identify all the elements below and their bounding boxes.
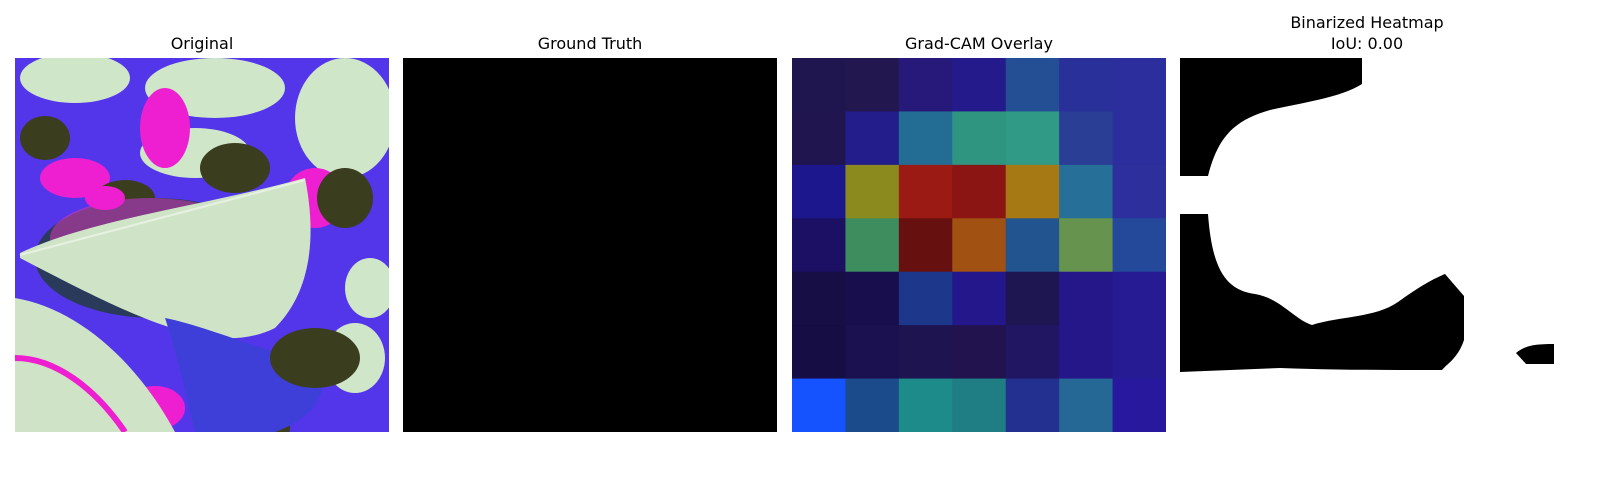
heatmap-cell [952, 218, 1007, 273]
heatmap-cell [1059, 218, 1114, 273]
heatmap-cell [845, 271, 900, 326]
heatmap-cell [1059, 111, 1114, 166]
heatmap-cell [845, 378, 900, 432]
heatmap-cell [952, 111, 1007, 166]
heatmap-cell [1059, 378, 1114, 432]
heatmap-cell [952, 378, 1007, 432]
panel-title-binarized: Binarized Heatmap [1290, 13, 1444, 32]
heatmap-cell [1112, 271, 1166, 326]
heatmap-cell [898, 271, 953, 326]
heatmap-cell [898, 218, 953, 273]
panel-original: Original [15, 0, 389, 500]
panel-ground-truth: Ground Truth [403, 0, 777, 500]
panel-subtitle-iou: IoU: 0.00 [1330, 34, 1404, 53]
heatmap-cell [1005, 58, 1060, 113]
heatmap-cell [952, 58, 1007, 113]
ground-truth-mask [403, 58, 777, 432]
heatmap-cell [792, 218, 847, 273]
panel-title-ground-truth: Ground Truth [537, 34, 643, 53]
heatmap-cell [845, 325, 900, 380]
panel-title-gradcam: Grad-CAM Overlay [905, 34, 1053, 53]
binarized-heatmap-image [1180, 58, 1560, 432]
heatmap-cell [792, 111, 847, 166]
heatmap-cell [1005, 111, 1060, 166]
heatmap-cell [952, 325, 1007, 380]
original-leaf-picture [15, 58, 389, 432]
panel-binarized: Binarized Heatmap IoU: 0.00 [1180, 0, 1560, 500]
heatmap-cell [1005, 378, 1060, 432]
heatmap-cell [1112, 218, 1166, 273]
heatmap-cell [792, 164, 847, 219]
heatmap-cell [1059, 58, 1114, 113]
heatmap-cell [898, 111, 953, 166]
heatmap-cell [898, 378, 953, 432]
heatmap-cell [1112, 378, 1166, 432]
heatmap-cell [792, 58, 847, 113]
heatmap-cell [1112, 325, 1166, 380]
heatmap-cell [1059, 325, 1114, 380]
heatmap-cell [845, 164, 900, 219]
heatmap-cell [1112, 58, 1166, 113]
heatmap-cell [845, 111, 900, 166]
heatmap-cell [792, 325, 847, 380]
heatmap-cell [1005, 218, 1060, 273]
heatmap-cell [952, 164, 1007, 219]
heatmap-cell [1059, 164, 1114, 219]
heatmap-cell [845, 218, 900, 273]
heatmap-cell [1005, 325, 1060, 380]
heatmap-cell [845, 58, 900, 113]
gradcam-overlay-image [792, 58, 1166, 432]
heatmap-cell [1005, 271, 1060, 326]
heatmap-cell [1112, 164, 1166, 219]
heatmap-cell [792, 271, 847, 326]
gradcam-heatmap-grid [792, 58, 1166, 432]
heatmap-cell [952, 271, 1007, 326]
heatmap-cell [1112, 111, 1166, 166]
panel-title-original: Original [170, 34, 234, 53]
binarized-mask-shape [1180, 58, 1560, 432]
heatmap-cell [898, 164, 953, 219]
heatmap-cell [898, 58, 953, 113]
heatmap-cell [898, 325, 953, 380]
heatmap-cell [1059, 271, 1114, 326]
panel-gradcam: Grad-CAM Overlay [792, 0, 1166, 500]
heatmap-cell [1005, 164, 1060, 219]
original-image [15, 58, 389, 432]
heatmap-cell [792, 378, 847, 432]
